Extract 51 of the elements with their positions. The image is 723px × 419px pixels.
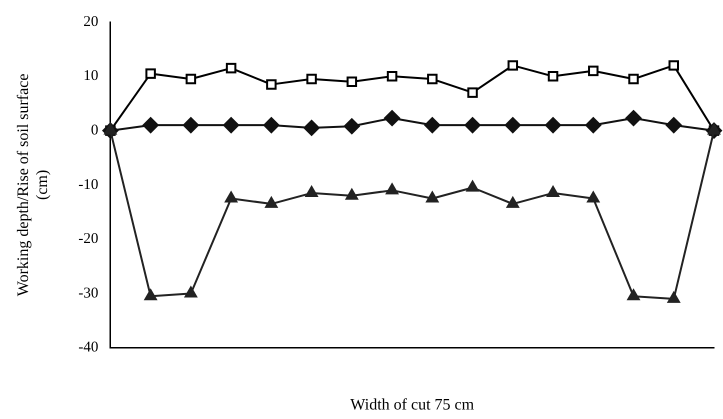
point	[386, 71, 398, 82]
point	[506, 196, 519, 208]
point	[627, 289, 640, 300]
point	[346, 188, 358, 200]
point	[467, 87, 478, 98]
point	[226, 62, 236, 74]
point	[384, 110, 400, 126]
point	[588, 66, 599, 76]
point	[587, 191, 600, 202]
point	[666, 117, 682, 134]
point	[182, 117, 199, 134]
point	[466, 180, 479, 192]
x-axis-title: Width of cut 75 cm	[350, 396, 475, 414]
point	[464, 117, 481, 134]
point	[504, 117, 521, 134]
point	[386, 183, 398, 194]
point	[224, 191, 238, 202]
point	[186, 74, 196, 84]
point	[668, 292, 680, 303]
point	[424, 117, 440, 134]
point	[306, 74, 317, 84]
y-tick-label: -10	[78, 176, 98, 193]
point	[628, 74, 639, 84]
y-tick-label: 20	[83, 14, 98, 30]
point	[545, 117, 562, 134]
point	[346, 76, 358, 87]
point	[426, 191, 439, 202]
point	[508, 60, 518, 71]
point	[263, 117, 280, 134]
y-tick-label: -40	[78, 340, 98, 356]
point	[668, 60, 680, 71]
point	[585, 117, 602, 134]
point	[626, 110, 642, 126]
point	[427, 74, 438, 84]
point	[145, 68, 156, 79]
y-tick-label: 0	[90, 122, 98, 139]
point	[142, 117, 159, 134]
point	[223, 117, 240, 134]
point	[304, 120, 320, 136]
point	[546, 186, 560, 198]
point	[548, 71, 558, 82]
point	[265, 196, 278, 208]
y-axis-title: Working depth/Rise of soil surface (cm)	[14, 74, 52, 296]
point	[184, 286, 198, 298]
y-tick-label: -20	[78, 231, 98, 248]
point	[144, 289, 157, 300]
point	[344, 118, 360, 134]
point	[266, 79, 277, 90]
point	[305, 186, 318, 198]
y-tick-label: 10	[83, 68, 98, 84]
y-tick-label: -30	[78, 285, 98, 302]
